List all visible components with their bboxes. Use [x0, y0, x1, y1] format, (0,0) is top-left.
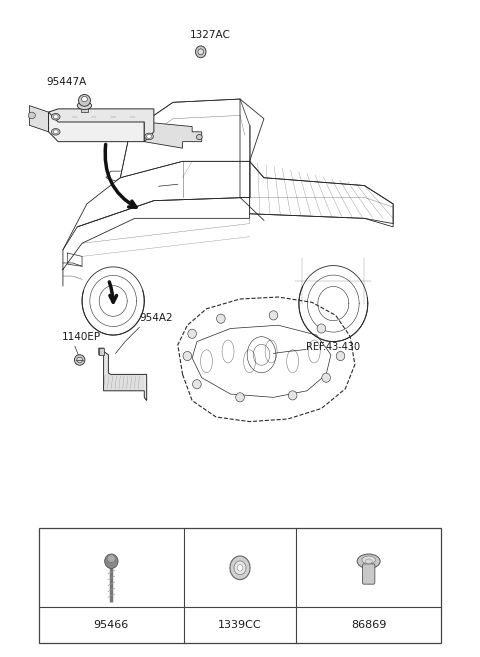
Ellipse shape [77, 102, 92, 110]
Ellipse shape [230, 556, 250, 579]
Ellipse shape [317, 324, 325, 333]
Text: 95466: 95466 [94, 620, 129, 630]
Text: 1327AC: 1327AC [190, 30, 230, 40]
Ellipse shape [78, 95, 90, 106]
Ellipse shape [51, 129, 60, 135]
Text: REF.43-430: REF.43-430 [306, 342, 360, 352]
Ellipse shape [322, 373, 330, 382]
FancyBboxPatch shape [362, 564, 375, 584]
Ellipse shape [188, 329, 196, 338]
Polygon shape [99, 348, 147, 401]
Text: 954A2: 954A2 [140, 313, 173, 323]
Ellipse shape [53, 130, 58, 134]
Ellipse shape [237, 564, 243, 571]
Ellipse shape [145, 133, 154, 140]
Ellipse shape [288, 391, 297, 400]
Ellipse shape [147, 135, 152, 139]
Ellipse shape [216, 314, 225, 323]
Polygon shape [29, 106, 48, 132]
Text: 86869: 86869 [351, 620, 386, 630]
Ellipse shape [53, 115, 58, 119]
Polygon shape [99, 348, 104, 355]
Ellipse shape [192, 380, 201, 389]
Ellipse shape [195, 46, 206, 58]
Ellipse shape [28, 112, 36, 119]
Ellipse shape [51, 114, 60, 120]
Ellipse shape [74, 355, 85, 365]
Text: 1339CC: 1339CC [218, 620, 262, 630]
Ellipse shape [77, 357, 83, 363]
Ellipse shape [198, 49, 204, 55]
Polygon shape [48, 112, 144, 142]
Ellipse shape [234, 561, 246, 575]
Text: 95447A: 95447A [46, 78, 86, 87]
Ellipse shape [357, 554, 380, 568]
Polygon shape [48, 109, 154, 142]
Bar [39, 528, 441, 643]
Bar [81, 102, 88, 112]
Ellipse shape [82, 97, 87, 102]
Ellipse shape [362, 556, 375, 564]
Ellipse shape [269, 311, 278, 320]
Polygon shape [144, 122, 202, 148]
Ellipse shape [196, 135, 202, 140]
Ellipse shape [183, 351, 192, 361]
Text: 1140EP: 1140EP [62, 332, 101, 342]
Ellipse shape [236, 393, 244, 402]
Ellipse shape [365, 559, 372, 564]
Ellipse shape [107, 555, 116, 562]
Ellipse shape [336, 351, 345, 361]
Ellipse shape [105, 554, 118, 568]
